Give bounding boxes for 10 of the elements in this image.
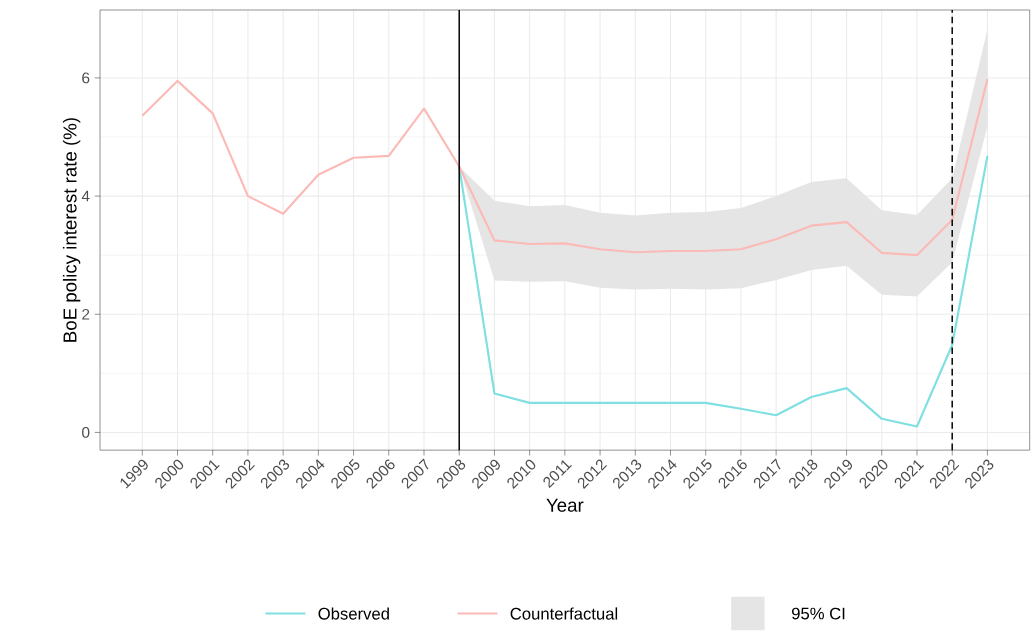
y-tick-label: 6 [82,72,90,84]
y-axis-title: BoE policy interest rate (%) [62,118,81,342]
x-axis-title: Year [546,499,584,513]
y-tick-label: 0 [82,427,90,439]
legend-label: Counterfactual [510,607,618,620]
legend-label: Observed [318,607,389,620]
y-tick-label: 4 [81,191,90,202]
y-tick-label: 2 [82,309,90,320]
line-series [141,78,989,257]
text: 95% CI [791,607,845,620]
